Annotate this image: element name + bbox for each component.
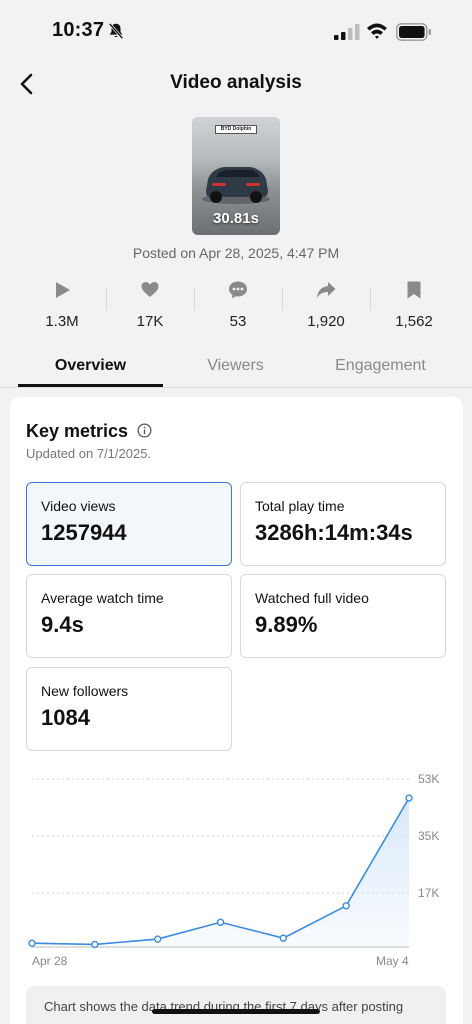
y-tick-label: 53K <box>418 772 439 786</box>
data-point <box>405 794 413 802</box>
back-button[interactable] <box>12 68 40 100</box>
stat-value: 1,920 <box>307 313 345 330</box>
data-point <box>91 940 99 949</box>
tab-bar: Overview Viewers Engagement <box>0 350 472 388</box>
data-point <box>342 902 350 910</box>
stat-shares: 1,920 <box>282 280 370 330</box>
page-title: Video analysis <box>170 72 302 93</box>
stat-plays: 1.3M <box>18 280 106 330</box>
stat-value: 17K <box>136 313 164 330</box>
metric-new-followers[interactable]: New followers 1084 <box>26 667 232 751</box>
metric-label: Total play time <box>255 498 345 514</box>
data-point <box>279 934 288 942</box>
key-metrics-card: Key metrics Updated on 7/1/2025. Video v… <box>10 397 463 1024</box>
home-indicator[interactable] <box>152 1009 320 1014</box>
metric-total-play-time[interactable]: Total play time 3286h:14m:34s <box>240 482 446 566</box>
metric-label: New followers <box>41 683 129 699</box>
metric-value: 1084 <box>41 705 90 730</box>
stat-value: 53 <box>229 313 247 330</box>
stats-row: 1.3M 17K 53 1,920 <box>18 280 458 330</box>
thumbnail-sign-text: BYD Dolphin <box>215 125 257 134</box>
metric-label: Watched full video <box>255 590 369 606</box>
tab-overview[interactable]: Overview <box>54 357 127 374</box>
stat-value: 1,562 <box>395 313 433 330</box>
bookmark-icon <box>407 281 421 299</box>
metric-video-views[interactable]: Video views 1257944 <box>26 482 232 566</box>
metric-average-watch-time[interactable]: Average watch time 9.4s <box>26 574 232 658</box>
data-point <box>28 939 36 947</box>
video-duration: 30.81s <box>213 210 259 227</box>
heart-icon <box>141 282 159 297</box>
stat-saves: 1,562 <box>370 280 458 330</box>
info-icon[interactable] <box>137 423 152 438</box>
stat-comments: 53 <box>194 280 282 330</box>
wifi-icon <box>367 23 387 39</box>
battery-icon <box>396 23 431 41</box>
updated-date: Updated on 7/1/2025. <box>26 446 152 461</box>
x-tick-label: May 4 <box>376 954 409 968</box>
comment-icon <box>229 281 247 299</box>
bell-slash-icon <box>108 22 124 40</box>
metric-value: 3286h:14m:34s <box>255 520 413 545</box>
chevron-left-icon <box>20 73 33 95</box>
area-fill <box>32 798 409 947</box>
chart-note: Chart shows the data trend during the fi… <box>26 986 446 1024</box>
play-icon <box>56 282 70 298</box>
metric-value: 1257944 <box>41 520 127 545</box>
tab-engagement[interactable]: Engagement <box>335 357 426 374</box>
metric-label: Video views <box>41 498 116 514</box>
key-metrics-title: Key metrics <box>26 421 129 441</box>
metric-value: 9.4s <box>41 612 84 637</box>
car-image <box>202 167 270 204</box>
tab-viewers[interactable]: Viewers <box>207 357 264 374</box>
stat-value: 1.3M <box>45 313 79 330</box>
video-thumbnail[interactable]: BYD Dolphin 30.81s <box>192 117 280 235</box>
stat-likes: 17K <box>106 280 194 330</box>
metric-watched-full-video[interactable]: Watched full video 9.89% <box>240 574 446 658</box>
x-tick-label: Apr 28 <box>32 954 68 968</box>
metric-label: Average watch time <box>41 590 164 606</box>
y-tick-label: 17K <box>418 886 439 900</box>
y-tick-label: 35K <box>418 829 439 843</box>
share-icon <box>317 282 336 298</box>
status-time: 10:37 <box>52 19 105 41</box>
status-bar: 10:37 <box>0 0 472 60</box>
data-point <box>216 918 225 926</box>
metric-value: 9.89% <box>255 612 318 637</box>
active-tab-indicator <box>18 384 163 387</box>
views-trend-chart[interactable]: 53K 35K 17K Apr 28 May 4 <box>26 765 456 975</box>
signal-icon <box>334 24 360 40</box>
data-point <box>153 935 162 943</box>
posted-date: Posted on Apr 28, 2025, 4:47 PM <box>132 245 340 261</box>
